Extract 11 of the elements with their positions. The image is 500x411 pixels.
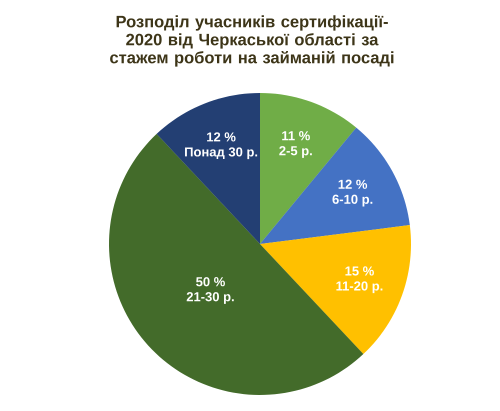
slice-label: 6-10 р. — [332, 194, 372, 206]
chart-title: Розподіл учасників сертифікації-2020 від Черкаської області за стажем роботи на займаній посаді — [110, 15, 394, 67]
slice-label: Понад 30 р. — [185, 147, 258, 160]
slice-label: 2-5 р. — [279, 146, 312, 158]
data-label: 12 % — [207, 132, 236, 142]
slice-label: 21-30 р. — [186, 292, 234, 304]
data-label: 50 % — [196, 277, 225, 286]
slice-label: 11-20 р. — [336, 281, 382, 294]
data-label: 12 % — [338, 180, 368, 189]
data-label: 15 % — [345, 266, 374, 276]
data-label: 11 % — [282, 131, 310, 140]
